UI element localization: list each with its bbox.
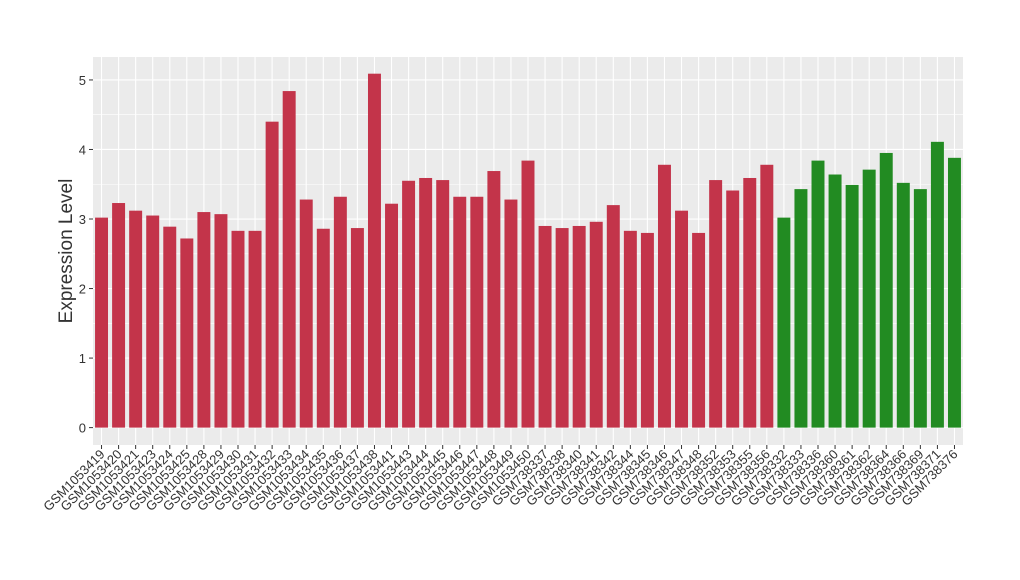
bar [709, 180, 723, 428]
bar [402, 180, 416, 428]
bar [282, 91, 296, 428]
bar [640, 232, 654, 428]
bar [726, 190, 740, 428]
bar [743, 177, 757, 428]
bar [333, 196, 347, 428]
bar [879, 152, 893, 428]
bar [862, 169, 876, 428]
bar [947, 157, 961, 428]
bar [606, 205, 620, 428]
bar [811, 160, 825, 428]
bar [350, 228, 364, 428]
bar [112, 203, 126, 428]
bar [828, 174, 842, 428]
bar [794, 189, 808, 428]
bar [197, 212, 211, 428]
bar [180, 238, 194, 428]
bar [367, 73, 381, 428]
bar [95, 217, 109, 428]
bar [504, 199, 518, 428]
bar [419, 177, 433, 428]
bar [538, 225, 552, 428]
bar [913, 189, 927, 428]
bar [248, 230, 262, 428]
bar [896, 182, 910, 428]
bar [146, 215, 160, 428]
bar [163, 226, 177, 428]
bar [316, 228, 330, 428]
bar [231, 230, 245, 428]
y-tick-label: 5 [79, 73, 86, 88]
bar [845, 184, 859, 428]
bar [572, 225, 586, 428]
y-tick-label: 3 [79, 212, 86, 227]
bar [521, 160, 535, 428]
bar [930, 141, 944, 428]
y-axis-label: Expression Level [56, 179, 77, 324]
bar [214, 214, 228, 428]
bar [385, 203, 399, 428]
bar [555, 228, 569, 428]
bar [265, 121, 279, 428]
bar [692, 232, 706, 428]
y-tick-label: 0 [79, 421, 86, 436]
bar [129, 210, 143, 428]
bar [299, 199, 313, 428]
bar [589, 221, 603, 428]
bar [436, 180, 450, 428]
bar [657, 164, 671, 428]
bar [777, 217, 791, 428]
bar [470, 196, 484, 428]
y-tick-label: 1 [79, 351, 86, 366]
y-tick-label: 4 [79, 142, 86, 157]
bar [760, 164, 774, 428]
y-tick-label: 2 [79, 282, 86, 297]
bar [675, 210, 689, 428]
bar [487, 171, 501, 428]
bar [623, 230, 637, 428]
bar [453, 196, 467, 428]
